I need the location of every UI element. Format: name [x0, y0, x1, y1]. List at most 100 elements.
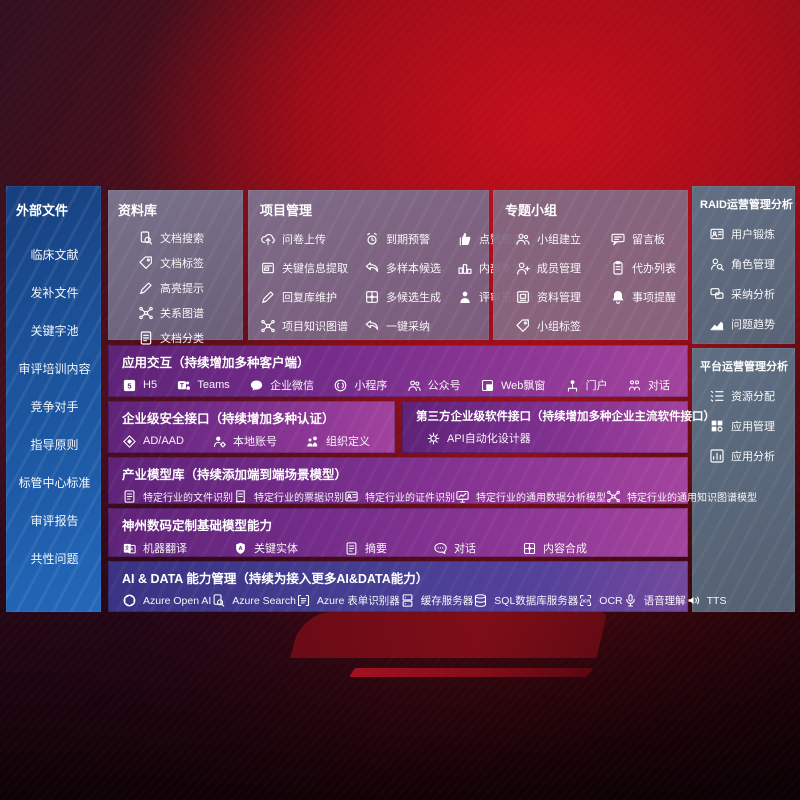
sidebar-item: 指导原则 [30, 436, 78, 453]
row-title: 企业级安全接口（持续增加多种认证） [122, 412, 335, 426]
row-title: 神州数码定制基础模型能力 [122, 519, 273, 533]
grid-icon [711, 420, 723, 432]
project-columns: 问卷上传 关键信息提取 回复库维护 项目知识图谱 到期预警 多样本候选 多候选生成 一键采纳… [260, 231, 545, 334]
bbs-icon [611, 233, 625, 246]
item-label: 事项提醒 [632, 292, 676, 304]
project-item: 多候选生成 [364, 289, 441, 305]
capability-item: 对话 [433, 540, 476, 556]
item-label: 特定行业的票据识别 [254, 493, 344, 504]
repository-item: 文档分类 [138, 330, 233, 346]
users-icon [408, 380, 421, 391]
item-label: OCR [599, 594, 623, 607]
external-file-list: 临床文献 发补文件 关键字池 审评培训内容 竞争对手 指导原则 标管中心标准 审评报告 共性问题 [16, 246, 93, 567]
project-item: 一键采纳 [364, 318, 441, 334]
reply-icon [365, 320, 379, 330]
group-item: 代办列表 [610, 260, 676, 276]
row-base-model-capability: 神州数码定制基础模型能力 文 A 机器翻译 A 关键实体 摘要 对话 内容合成 [108, 508, 688, 557]
item-label: 用户锻炼 [731, 229, 775, 241]
sidebar-item: 临床文献 [30, 246, 78, 263]
client-item: T Teams [176, 378, 230, 393]
person-gear-icon [213, 436, 226, 448]
panel-title: 专题小组 [505, 203, 558, 218]
puzzle-icon [366, 291, 378, 303]
wecom-icon [250, 380, 263, 390]
item-label: 文档标签 [160, 258, 204, 270]
speech-icon [625, 594, 635, 607]
model-item: 特定行业的票据识别 [233, 489, 344, 504]
item-label: 资源分配 [731, 391, 775, 403]
item-label: 多候选生成 [386, 292, 441, 304]
basemodel-list: 文 A 机器翻译 A 关键实体 摘要 对话 内容合成 [122, 540, 674, 556]
thirdparty-list: API自动化设计器 [416, 430, 674, 446]
users-icon [516, 233, 530, 245]
item-label: 成员管理 [537, 263, 581, 275]
h5-icon: 5 [123, 379, 136, 391]
service-item: Azure Open AI [122, 593, 211, 608]
alarm-icon [367, 232, 377, 245]
interface-item: API自动化设计器 [426, 430, 531, 446]
thumb-icon [459, 233, 471, 246]
service-item: Azure Search [211, 593, 296, 608]
row-title: 产业模型库（持续添加端到端场景模型） [122, 468, 348, 482]
item-label: 到期预警 [386, 234, 430, 246]
item-label: 采纳分析 [731, 289, 775, 301]
item-label: SQL数据库服务器 [494, 595, 579, 607]
client-item: 对话 [627, 377, 670, 393]
raid-list: 用户锻炼 角色管理 采纳分析 问题趋势 [700, 226, 789, 332]
security-list: AD/AAD 本地账号 组织定义 [122, 433, 381, 449]
tag-icon [139, 256, 152, 269]
pencil-icon [262, 291, 274, 303]
item-label: 本地账号 [232, 436, 277, 448]
row-thirdparty-interface: 第三方企业级软件接口（持续增加多种企业主流软件接口） API自动化设计器 [402, 401, 715, 453]
panel-topic-groups: 专题小组 小组建立 成员管理 资料管理 小组标签 留言板 代办列表 事项提醒 [493, 190, 688, 340]
panel-repository: 资料库 文档搜索 文档标签 高亮提示 关系图谱 文档分类 [108, 190, 243, 345]
auth-item: 组织定义 [305, 433, 370, 449]
item-label: 公众号 [427, 380, 461, 392]
service-item: TTS [686, 593, 726, 608]
item-label: 企业微信 [270, 380, 315, 392]
item-label: 问题趋势 [731, 319, 775, 331]
interaction-list: 5 H5 T Teams 企业微信 小程序 公众号 Web飘窗 门户 对话 [122, 377, 674, 393]
client-item: 门户 [565, 377, 608, 393]
cloud-upload-icon [261, 233, 275, 246]
extract-icon [262, 262, 274, 274]
platform-item: 资源分配 [709, 388, 789, 404]
item-label: 资料管理 [537, 292, 581, 304]
model-item: 特定行业的通用知识图谱模型 [606, 489, 757, 504]
qa-icon [710, 288, 724, 299]
archive-icon [517, 291, 529, 303]
group-column-1: 小组建立 成员管理 资料管理 小组标签 [505, 231, 594, 334]
entity-shield-icon: A [236, 542, 245, 554]
dialog-people-icon [628, 379, 640, 390]
sidebar-item: 标管中心标准 [18, 474, 90, 491]
project-column-1: 问卷上传 关键信息提取 回复库维护 项目知识图谱 [260, 231, 348, 334]
capability-item: 文 A 机器翻译 [122, 540, 187, 556]
item-label: Web飘窗 [500, 380, 546, 392]
panel-external-files: 外部文件 临床文献 发补文件 关键字池 审评培训内容 竞争对手 指导原则 标管中心标准 审评报… [6, 186, 101, 612]
item-label: 特定行业的通用知识图谱模型 [627, 493, 757, 504]
repository-item: 文档搜索 [138, 230, 233, 246]
tag-icon [516, 319, 529, 332]
client-item: 企业微信 [249, 377, 314, 393]
chat-dots-icon [434, 542, 447, 554]
item-label: 组织定义 [325, 436, 370, 448]
reply-icon [365, 262, 379, 272]
capability-item: A 关键实体 [233, 540, 298, 556]
sidebar-item: 竞争对手 [30, 398, 78, 415]
group-item: 资料管理 [515, 289, 594, 305]
item-label: 小组建立 [537, 234, 581, 246]
doc-search-icon [140, 231, 153, 245]
item-label: 共性问题 [30, 552, 79, 566]
sidebar-item: 发补文件 [30, 284, 78, 301]
client-item: 5 H5 [122, 378, 157, 393]
graph-icon [139, 306, 153, 320]
tts-icon [688, 596, 699, 605]
item-label: AD/AAD [143, 435, 184, 447]
item-label: 回复库维护 [282, 292, 337, 304]
repository-item: 高亮提示 [138, 280, 233, 296]
row-title: 第三方企业级软件接口（持续增加多种企业主流软件接口） [416, 411, 715, 423]
item-label: Azure 表单识别器 [316, 595, 400, 607]
item-label: 语音理解 [643, 595, 686, 607]
